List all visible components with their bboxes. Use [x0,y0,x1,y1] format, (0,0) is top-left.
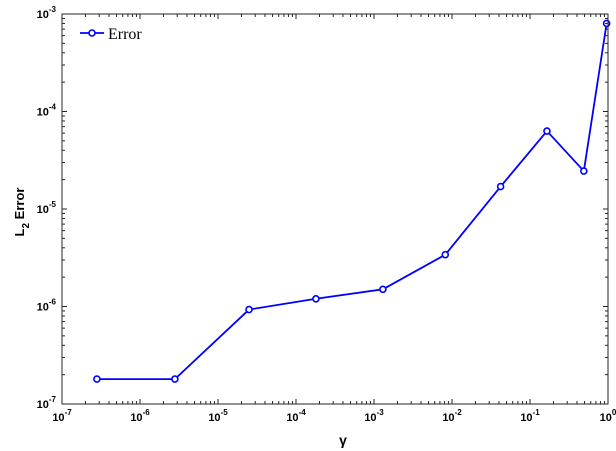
data-point-marker [379,285,387,294]
data-point-marker [312,294,320,303]
y-tick-label: 10-3 [37,5,57,21]
y-tick-label: 10-4 [37,103,57,119]
x-tick-label-exponent: -6 [143,408,151,417]
data-point-marker [441,250,450,259]
y-tick-label-exponent: -5 [49,200,57,209]
legend-entry-error: Error [108,26,142,43]
data-point-marker [245,305,253,314]
x-tick-label-exponent: 0 [612,408,616,417]
x-tick-label: 10-4 [286,408,306,424]
y-axis-label-rest: Error [12,188,27,223]
y-tick-label: 10-7 [37,395,57,411]
x-tick-label-base: 10 [600,412,612,424]
x-tick-label: 10-6 [130,408,150,424]
y-tick-label: 10-5 [37,200,57,216]
plot-area [62,14,608,404]
y-tick-label-base: 10 [37,302,49,314]
y-axis-label-sub: 2 [21,223,32,229]
x-tick-label: 10-2 [442,408,462,424]
y-tick-label-exponent: -4 [49,103,57,112]
y-tick-label-base: 10 [37,9,49,21]
x-tick-label-base: 10 [442,412,454,424]
x-tick-label-exponent: -4 [299,408,307,417]
legend: Error [80,26,142,43]
y-tick-label-exponent: -6 [49,298,57,307]
x-tick-label: 10-3 [364,408,384,424]
y-tick-label-base: 10 [37,399,49,411]
y-tick-label-base: 10 [37,107,49,119]
x-tick-label-base: 10 [286,412,298,424]
data-point-marker [496,182,505,191]
x-tick-label-base: 10 [52,412,64,424]
ticks-layer: 10-710-610-510-410-310-7 10-6 10-5 10-4 10-3… [37,5,616,424]
series-layer [93,19,611,383]
x-tick-label-exponent: -1 [533,408,541,417]
x-tick-label-exponent: -3 [377,408,385,417]
y-tick-label-base: 10 [37,204,49,216]
data-point-marker [171,375,179,383]
x-tick-label-base: 10 [130,412,142,424]
x-axis-label: γ [339,432,347,448]
y-tick-label-exponent: -3 [49,5,57,14]
data-point-marker [93,375,101,383]
y-tick-label-exponent: -7 [49,395,57,404]
x-tick-label-exponent: -5 [221,408,229,417]
x-tick-label-base: 10 [208,412,220,424]
x-tick-label-exponent: -7 [65,408,73,417]
x-tick-label-exponent: -2 [455,408,463,417]
x-tick-label: 100 [600,408,616,424]
legend-marker-swatch [88,29,96,37]
x-tick-label: 10-7 [52,408,72,424]
x-tick-label: 10-5 [208,408,228,424]
data-point-marker [580,167,588,175]
y-tick-label: 10-6 [37,298,57,314]
y-axis-label-base: L [12,228,27,236]
x-tick-label-base: 10 [364,412,376,424]
data-point-marker [543,127,551,135]
x-tick-label: 10-1 [520,408,540,424]
x-tick-label-base: 10 [520,412,532,424]
y-axis-label: L2 Error [12,188,32,237]
series-line-error [96,23,608,381]
